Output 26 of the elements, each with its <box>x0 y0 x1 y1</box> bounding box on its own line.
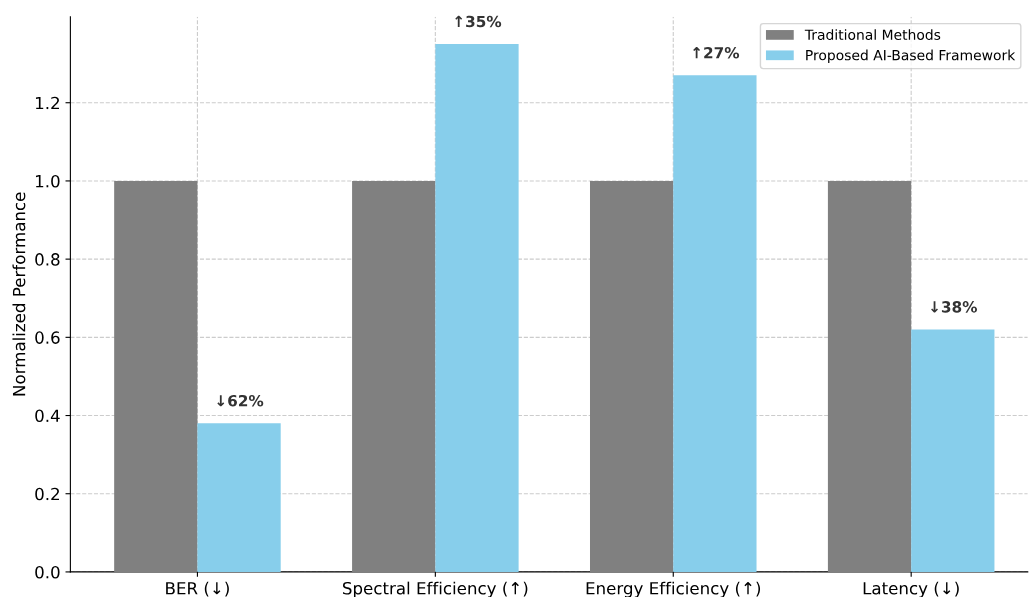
bar <box>589 180 674 572</box>
y-tick-label: 0.8 <box>35 253 60 266</box>
annotation: ↓62% <box>217 394 264 407</box>
y-tick-label: 1.0 <box>35 174 60 188</box>
annotation: ↓38% <box>931 301 978 313</box>
x-tick-label: BER (↓) <box>166 581 229 597</box>
x-tick-label: Spectral Efficiency (↑) <box>342 581 528 597</box>
legend-label: Proposed AI-Based Framework <box>806 49 1016 64</box>
bar <box>435 44 519 572</box>
annotation: ↑35% <box>455 15 502 28</box>
bar <box>197 423 281 572</box>
y-tick-label: 0.6 <box>35 331 60 344</box>
x-tick-label: Latency (↓) <box>863 581 959 597</box>
x-tick-label: Energy Efficiency (↑) <box>586 581 761 597</box>
y-axis-title: Normalized Performance <box>12 192 26 396</box>
bar <box>114 180 198 572</box>
annotation: ↑27% <box>693 46 740 59</box>
bar <box>673 75 757 572</box>
bar <box>352 180 436 572</box>
bar <box>827 180 912 572</box>
y-tick-label: 0.0 <box>35 565 60 579</box>
legend-label: Traditional Methods <box>804 29 941 40</box>
y-tick-label: 0.4 <box>35 409 60 423</box>
y-tick-label: 0.2 <box>35 487 59 501</box>
bar <box>911 329 995 572</box>
y-tick-label: 1.2 <box>35 96 59 110</box>
